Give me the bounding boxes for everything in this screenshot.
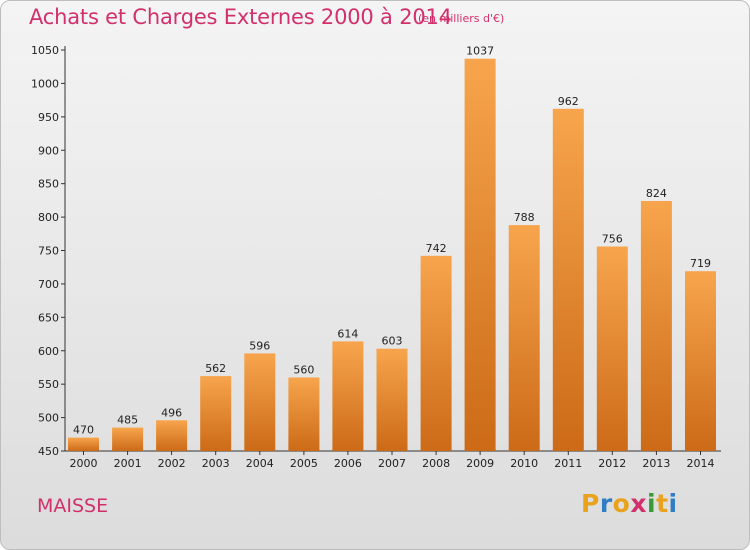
x-tick-label: 2009 xyxy=(466,457,494,470)
logo-letter: o xyxy=(612,489,631,518)
logo-letter: t xyxy=(656,489,669,518)
logo-letter: r xyxy=(599,489,613,518)
logo-letter: i xyxy=(647,489,657,518)
x-tick-label: 2002 xyxy=(158,457,186,470)
bar xyxy=(376,348,408,451)
x-tick-label: 2003 xyxy=(202,457,230,470)
bar xyxy=(68,437,99,451)
data-label: 788 xyxy=(514,211,535,224)
data-label: 1037 xyxy=(466,45,494,58)
x-tick-label: 2010 xyxy=(510,457,538,470)
y-tick-label: 800 xyxy=(38,211,59,224)
y-tick-label: 600 xyxy=(38,345,59,358)
data-label: 560 xyxy=(293,364,314,377)
y-tick-label: 700 xyxy=(38,278,59,291)
bar xyxy=(640,201,672,451)
data-label: 614 xyxy=(337,327,358,340)
chart-title: Achats et Charges Externes 2000 à 2014 xyxy=(29,5,452,29)
data-label: 742 xyxy=(426,242,447,255)
bars: 470 485 496 562 596 560 614 603 742 1037 788 962 756… xyxy=(68,45,716,452)
bar xyxy=(156,420,188,451)
x-tick-label: 2004 xyxy=(246,457,274,470)
bar xyxy=(420,255,452,451)
y-tick-label: 850 xyxy=(38,178,59,191)
x-tick-label: 2012 xyxy=(598,457,626,470)
y-tick-label: 500 xyxy=(38,412,59,425)
bar xyxy=(288,377,320,451)
y-tick-label: 650 xyxy=(38,311,59,324)
data-label: 496 xyxy=(161,406,182,419)
bar xyxy=(552,108,584,452)
x-tick-label: 2005 xyxy=(290,457,318,470)
bar xyxy=(464,58,496,451)
data-label: 603 xyxy=(382,335,403,348)
data-label: 596 xyxy=(249,339,270,352)
y-tick-label: 750 xyxy=(38,245,59,258)
x-tick-label: 2008 xyxy=(422,457,450,470)
y-tick-label: 1000 xyxy=(31,77,59,90)
data-label: 962 xyxy=(558,95,579,108)
x-tick-label: 2001 xyxy=(114,457,142,470)
x-tick-label: 2014 xyxy=(687,457,715,470)
y-tick-label: 1050 xyxy=(31,44,59,57)
bar xyxy=(685,271,716,451)
x-tick-label: 2011 xyxy=(554,457,582,470)
logo-letter: i xyxy=(668,489,678,518)
bar xyxy=(596,246,628,451)
bar xyxy=(332,341,364,451)
data-label: 470 xyxy=(73,424,94,437)
location-label: MAISSE xyxy=(37,495,109,517)
x-tick-label: 2000 xyxy=(70,457,98,470)
x-tick-label: 2007 xyxy=(378,457,406,470)
bar xyxy=(112,427,144,451)
data-label: 756 xyxy=(602,233,623,246)
axes: 450 500 550 600 650 700 750 800 850 900 950 1000 105… xyxy=(31,44,721,470)
x-tick-label: 2013 xyxy=(642,457,670,470)
y-tick-label: 550 xyxy=(38,378,59,391)
logo-letter: x xyxy=(630,489,647,518)
data-label: 485 xyxy=(117,414,138,427)
data-label: 562 xyxy=(205,362,226,375)
proxiti-logo: Proxiti xyxy=(581,489,678,518)
y-tick-label: 900 xyxy=(38,144,59,157)
data-label: 824 xyxy=(646,187,667,200)
data-label: 719 xyxy=(690,257,711,270)
bar xyxy=(244,353,276,451)
x-tick-label: 2006 xyxy=(334,457,362,470)
chart-unit-note: (en milliers d'€) xyxy=(418,12,505,25)
y-tick-label: 450 xyxy=(38,445,59,458)
y-tick-label: 950 xyxy=(38,111,59,124)
bar xyxy=(200,376,232,451)
logo-letter: P xyxy=(581,489,600,518)
bar xyxy=(508,225,540,451)
